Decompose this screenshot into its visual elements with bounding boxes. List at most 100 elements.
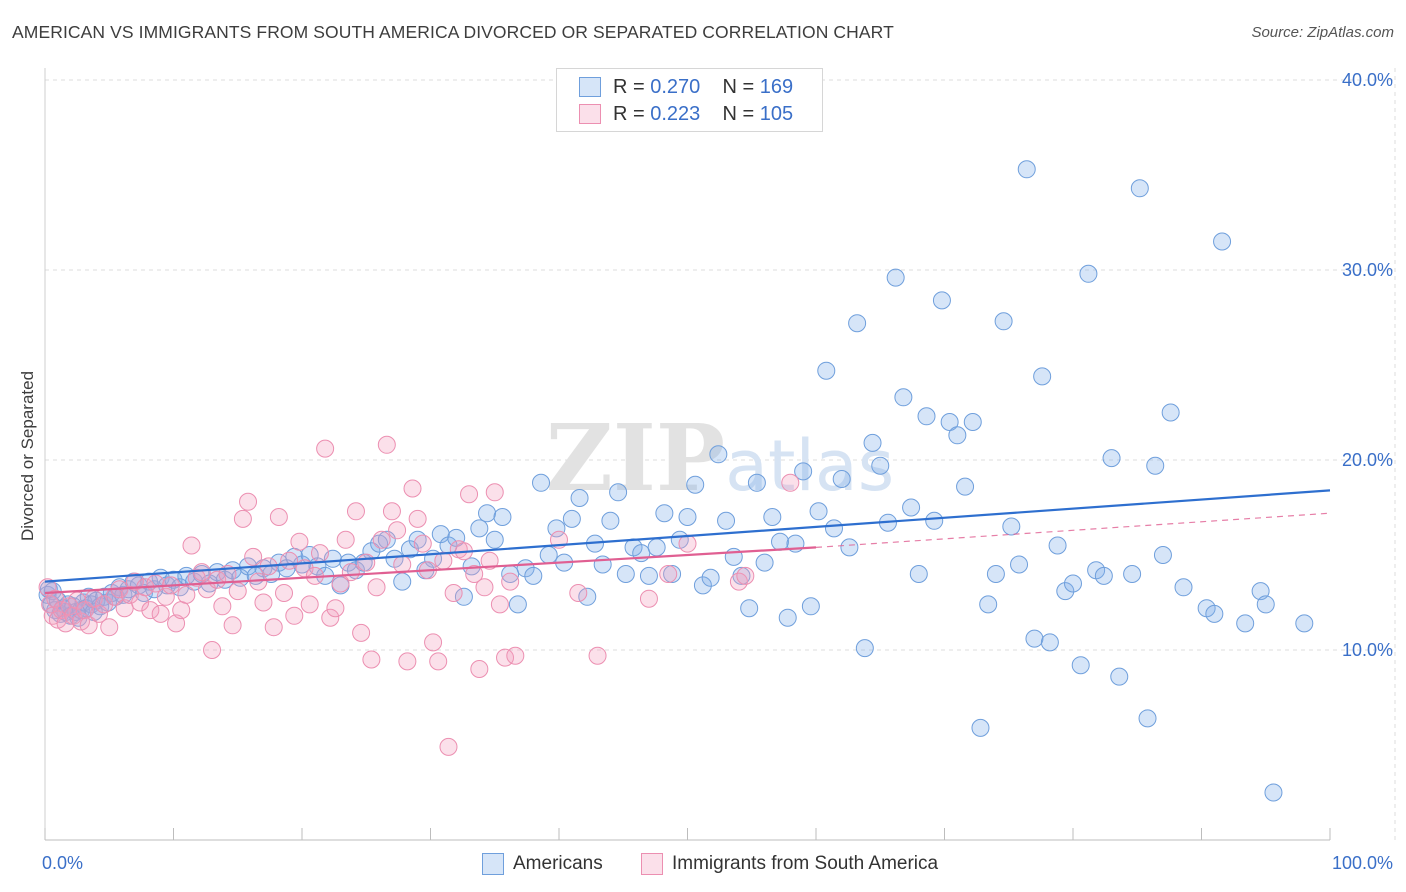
immigrants-point (300, 595, 319, 614)
americans-point (562, 509, 581, 528)
americans-point (1002, 517, 1021, 536)
americans-point (1138, 709, 1157, 728)
immigrants-point (156, 587, 175, 606)
americans-point (940, 413, 959, 431)
immigrants-point (460, 485, 479, 504)
immigrants-point (213, 597, 232, 616)
americans-trend-line (44, 489, 1331, 583)
source-label: Source: ZipAtlas.com (1251, 24, 1394, 41)
immigrants-trend-line (44, 546, 817, 595)
immigrants-point (424, 633, 443, 652)
y-tick-label: 10.0% (1342, 640, 1393, 660)
immigrants-point (310, 544, 329, 563)
immigrants-point (470, 660, 489, 678)
americans-point (532, 473, 551, 492)
americans-point (1094, 566, 1113, 585)
americans-point (1256, 595, 1275, 614)
americans-point (639, 566, 658, 585)
n-value: 169 (759, 76, 794, 98)
immigrants-point (326, 599, 345, 618)
trend-lines (44, 489, 1331, 595)
americans-swatch (579, 77, 601, 97)
immigrants-point (659, 565, 678, 583)
americans-point (1056, 582, 1075, 601)
r-label: R = (613, 103, 645, 125)
immigrants-point (120, 585, 139, 604)
americans-point (902, 498, 921, 517)
americans-point (794, 462, 813, 481)
americans-point (1205, 604, 1224, 623)
americans-point (1071, 656, 1090, 675)
americans-point (956, 477, 975, 496)
americans-point (909, 565, 928, 583)
americans-point (971, 718, 990, 737)
immigrants-point (239, 492, 258, 511)
americans-legend-swatch (482, 853, 504, 875)
americans-point (547, 519, 566, 538)
americans-point (925, 511, 944, 530)
americans-point (1048, 536, 1067, 555)
americans-point (886, 268, 905, 287)
americans-point (1079, 264, 1098, 283)
immigrants-point (736, 566, 755, 585)
immigrants-point (100, 618, 119, 637)
americans-point (647, 538, 666, 557)
immigrants-point (233, 509, 252, 528)
americans-point (454, 587, 473, 606)
americans-point (508, 595, 527, 614)
immigrants-point (367, 578, 386, 597)
immigrants-point (465, 565, 484, 583)
immigrants-point (269, 508, 288, 526)
immigrants-trend-extension (815, 512, 1331, 548)
americans-point (778, 608, 797, 627)
americans-point (963, 413, 982, 431)
americans-point (717, 511, 736, 530)
immigrants-point (341, 563, 360, 582)
americans-point (848, 314, 867, 333)
immigrants-point (192, 563, 211, 582)
americans-point (871, 456, 890, 475)
immigrants-point (197, 580, 216, 599)
legend-label-immigrants: Immigrants from South America (672, 853, 939, 874)
americans-point (478, 504, 497, 523)
americans-point (539, 546, 558, 564)
y-tick-label: 40.0% (1342, 70, 1393, 90)
immigrants-point (187, 568, 206, 587)
immigrants-point (275, 584, 294, 602)
chart-title: AMERICAN VS IMMIGRANTS FROM SOUTH AMERIC… (12, 22, 894, 42)
legend-label-americans: Americans (513, 853, 603, 874)
axes (44, 68, 1331, 841)
series-legend: Americans Immigrants from South America (0, 852, 1406, 878)
watermark-text: ZIPatlas (546, 404, 895, 512)
watermark: ZIPatlas (546, 404, 895, 512)
immigrants-point (485, 483, 504, 502)
americans-point (447, 528, 466, 547)
americans-point (1174, 578, 1193, 597)
americans-point (863, 433, 882, 452)
y-tick-label: 20.0% (1342, 450, 1393, 470)
americans-point (1110, 667, 1129, 686)
immigrants-point (321, 608, 340, 627)
immigrants-point (398, 652, 417, 671)
immigrants-point (172, 601, 191, 620)
americans-point (1251, 582, 1270, 601)
americans-point (524, 566, 543, 585)
immigrants-point (678, 534, 697, 553)
immigrants-point (79, 616, 98, 635)
immigrants-point (285, 606, 304, 625)
immigrants-point (357, 553, 376, 572)
immigrants-point (362, 650, 381, 669)
n-label: N = (722, 103, 755, 125)
x-tick-label: 100.0% (1332, 853, 1393, 873)
americans-point (609, 483, 628, 502)
americans-point (1123, 565, 1142, 583)
immigrants-point (290, 532, 309, 551)
americans-point (894, 388, 913, 407)
americans-point (1264, 783, 1283, 802)
americans-point (840, 538, 859, 557)
r-value: 0.270 (650, 76, 701, 98)
americans-point (709, 445, 728, 464)
americans-point (362, 542, 381, 561)
tick-labels: 10.0% 20.0% 30.0% 40.0% 0.0% 100.0% (42, 70, 1393, 873)
